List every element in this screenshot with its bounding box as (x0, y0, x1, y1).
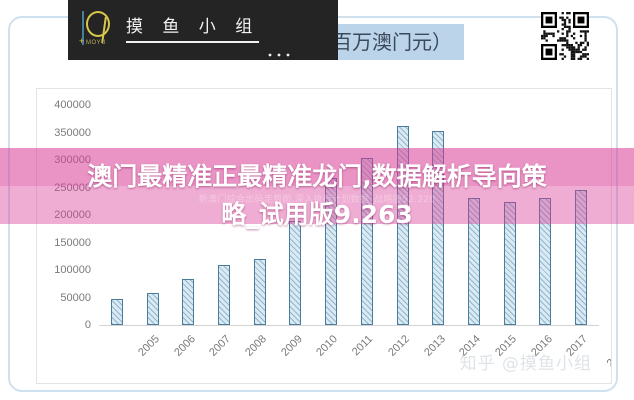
x-axis-tick-label: 2008 (243, 333, 269, 359)
y-axis-tick-label: 150000 (54, 236, 91, 249)
qr-code-icon[interactable] (541, 12, 589, 60)
moyu-logo-icon: + MOYU (78, 7, 118, 53)
x-axis-line (99, 325, 599, 326)
bar-2008[interactable] (218, 264, 230, 325)
bar-2015[interactable] (468, 197, 480, 325)
bar-chart: 0500001000001500002000002500003000003500… (37, 89, 612, 383)
footer-watermark: 知乎 @摸鱼小组 (459, 354, 592, 374)
watermark-headline-line1: 澳门最精准正最精准龙门,数据解析导向策 (87, 162, 547, 191)
x-axis-tick-label: 2012 (386, 333, 412, 359)
x-axis-tick-label: 2010 (314, 333, 341, 359)
bar-2011[interactable] (325, 177, 338, 325)
logo-underline-dots (264, 44, 294, 57)
bar-2009[interactable] (253, 258, 266, 325)
x-axis-tick-label: 2018.10 (604, 333, 612, 370)
watermark-headline-line2: 略_试用版9.263 (221, 200, 413, 229)
watermark-band-top (0, 148, 634, 186)
watermark-band-bottom (0, 186, 634, 224)
x-axis-tick-label: 2007 (207, 333, 234, 359)
y-axis-tick-label: 100000 (54, 264, 91, 276)
bar-2016[interactable] (503, 202, 516, 325)
bar-2007[interactable] (182, 278, 195, 325)
brand-wordmark: 摸 鱼 小 组 (126, 17, 260, 43)
plot-panel: 0500001000001500002000002500003000003500… (36, 88, 612, 384)
y-axis-tick-label: 200000 (54, 209, 91, 221)
bar-2010[interactable] (289, 220, 302, 325)
logo-plus-glyph: + (79, 36, 85, 46)
bar-2006[interactable] (146, 293, 159, 325)
bar-2017[interactable] (539, 198, 552, 325)
x-axis-tick-label: 2011 (350, 333, 376, 359)
y-axis-tick-label: 50000 (60, 291, 91, 304)
bar-2018.10[interactable] (575, 190, 588, 325)
brand-logo: + MOYU 摸 鱼 小 组 (68, 0, 338, 60)
x-axis-tick-label: 2013 (421, 333, 448, 359)
x-axis-tick-label: 2006 (171, 333, 198, 359)
bar-2012[interactable] (360, 157, 373, 325)
y-axis-tick-label: 400000 (54, 99, 91, 111)
y-axis-tick-label: 0 (84, 319, 91, 331)
x-axis-tick-label: 2005 (136, 333, 162, 359)
watermark-subtext: 新澳门综合出码走势图,深入执行计划数据_战略版52.220 (198, 195, 436, 205)
watermark-headline: 澳门最精准正最精准龙门,数据解析导向策 略_试用版9.263 (0, 158, 634, 234)
y-axis-tick-label: 350000 (54, 126, 91, 139)
x-axis-tick-label: 2009 (278, 333, 305, 359)
logo-subtext: MOYU (86, 40, 106, 46)
chart-card: 0500001000001500002000002500003000003500… (8, 16, 618, 392)
bar-2005[interactable] (110, 299, 123, 325)
